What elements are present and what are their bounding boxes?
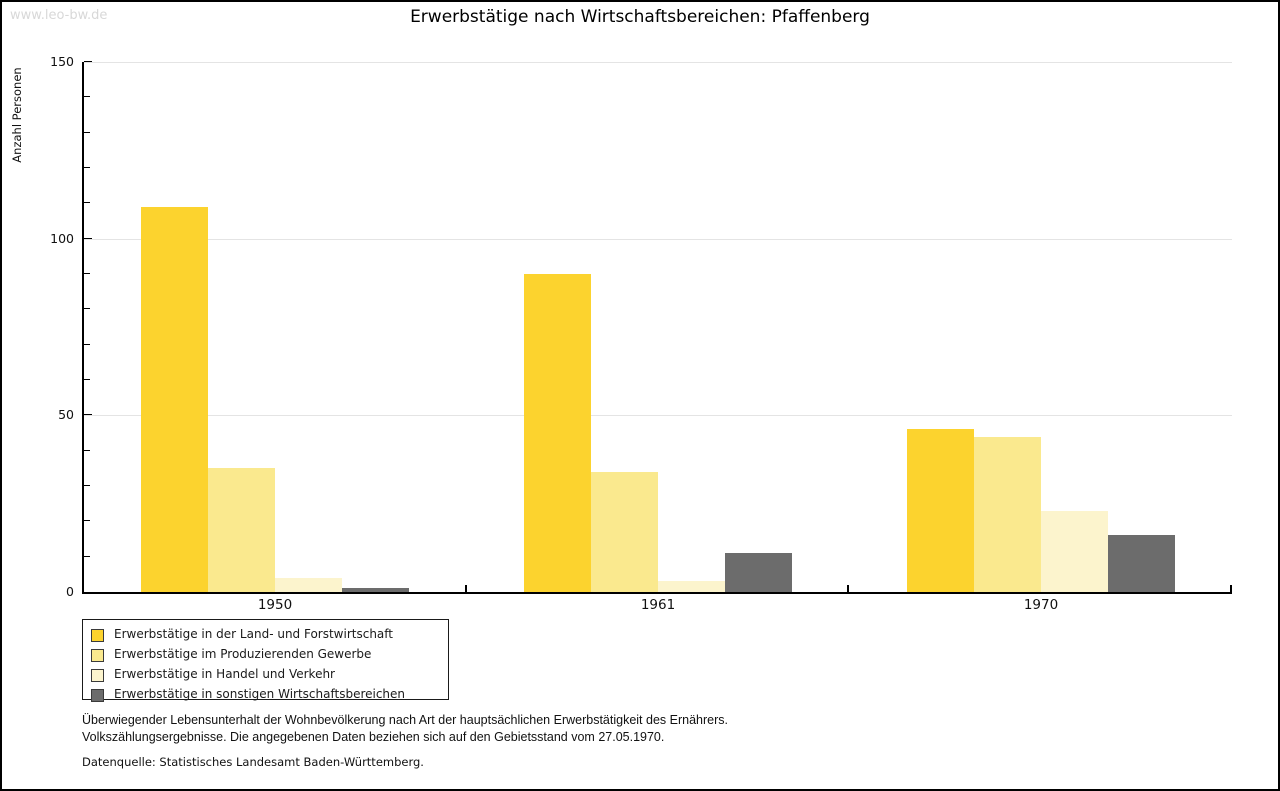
y-axis-tick [84, 308, 90, 310]
legend-item: Erwerbstätige im Produzierenden Gewerbe [83, 646, 448, 666]
legend-swatch-sonstige [91, 689, 104, 702]
gridline [84, 415, 1232, 417]
y-axis-tick [84, 202, 90, 204]
bar [591, 472, 658, 592]
y-axis-tick [84, 414, 92, 416]
legend-item: Erwerbstätige in der Land- und Forstwirt… [83, 626, 448, 646]
chart-title: Erwerbstätige nach Wirtschaftsbereichen:… [410, 7, 870, 27]
bar [208, 468, 275, 592]
y-axis-tick [84, 449, 90, 451]
y-axis-tick [84, 167, 90, 168]
bar [275, 578, 342, 592]
bar [658, 581, 725, 592]
y-axis-tick [84, 555, 90, 557]
bar [1041, 511, 1108, 592]
legend-label: Erwerbstätige im Produzierenden Gewerbe [114, 647, 372, 661]
footnote: Überwiegender Lebensunterhalt der Wohnbe… [82, 712, 728, 746]
x-tick-label: 1961 [640, 597, 676, 613]
legend-swatch-produzierendes-gewerbe [91, 649, 104, 662]
bar [974, 437, 1041, 592]
y-axis-tick [84, 379, 90, 380]
y-axis-tick [84, 61, 92, 62]
y-axis-tick [84, 343, 90, 345]
y-tick-label: 100 [50, 231, 74, 246]
y-axis-tick [84, 520, 90, 522]
bar [725, 553, 792, 592]
x-axis-tick [847, 585, 849, 592]
y-axis-tick [84, 96, 90, 98]
gridline [84, 238, 1232, 240]
y-tick-label: 50 [58, 407, 74, 422]
legend-label: Erwerbstätige in Handel und Verkehr [114, 667, 335, 681]
bar [1108, 535, 1175, 592]
data-source: Datenquelle: Statistisches Landesamt Bad… [82, 755, 424, 769]
x-axis-tick [1230, 585, 1232, 592]
y-axis-tick [84, 237, 92, 239]
legend-swatch-land-forstwirtschaft [91, 629, 104, 642]
legend-label: Erwerbstätige in sonstigen Wirtschaftsbe… [114, 687, 406, 701]
bar [342, 588, 409, 592]
legend-item: Erwerbstätige in sonstigen Wirtschaftsbe… [83, 686, 448, 706]
legend-item: Erwerbstätige in Handel und Verkehr [83, 666, 448, 686]
bar [141, 207, 208, 592]
y-tick-label: 150 [50, 54, 74, 69]
footnote-line1: Überwiegender Lebensunterhalt der Wohnbe… [82, 713, 728, 727]
x-axis-tick [465, 585, 467, 592]
bar [524, 274, 591, 592]
footnote-line2: Volkszählungsergebnisse. Die angegebenen… [82, 730, 665, 744]
watermark: www.leo-bw.de [10, 8, 108, 23]
gridline [84, 62, 1232, 63]
y-tick-label: 0 [66, 584, 74, 599]
y-axis-tick [84, 131, 90, 133]
y-axis-tick [84, 485, 90, 486]
legend-label: Erwerbstätige in der Land- und Forstwirt… [114, 627, 393, 641]
plot-area [82, 61, 1232, 594]
legend-box: Erwerbstätige in der Land- und Forstwirt… [82, 619, 449, 702]
y-axis-label: Anzahl Personen [10, 67, 24, 163]
x-tick-label: 1950 [257, 597, 293, 613]
bar [907, 429, 974, 592]
x-tick-label: 1970 [1023, 597, 1059, 613]
legend-swatch-handel-verkehr [91, 669, 104, 682]
y-axis-tick [84, 273, 90, 274]
